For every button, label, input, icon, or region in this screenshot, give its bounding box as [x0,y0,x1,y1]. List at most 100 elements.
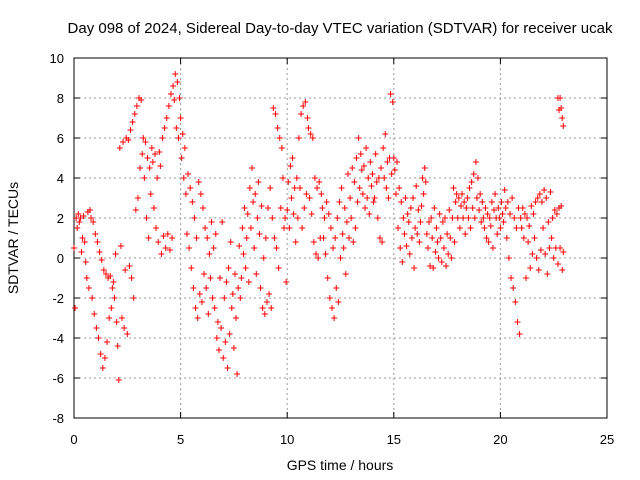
data-point [205,311,212,317]
data-point [369,171,376,177]
data-point [186,245,193,251]
data-point [141,175,148,181]
data-point [249,165,256,171]
data-points [71,71,567,383]
data-point [558,203,565,209]
data-point [472,159,479,165]
data-point [265,205,272,211]
data-point [304,115,311,121]
data-point [210,245,217,251]
x-axis-label: GPS time / hours [287,457,394,473]
data-point [559,267,566,273]
data-point [397,245,404,251]
data-point [270,105,277,111]
data-point [140,135,147,141]
data-point [181,145,188,151]
data-point [220,355,227,361]
chart-title: Day 098 of 2024, Sidereal Day-to-day VTE… [68,20,613,37]
data-point [187,185,194,191]
data-point [166,247,173,253]
data-point [117,243,124,249]
data-point [251,245,258,251]
data-point [122,267,129,273]
data-point [165,103,172,109]
data-point [328,305,335,311]
data-point [153,225,160,231]
data-point [230,345,237,351]
data-point [275,265,282,271]
data-point [293,175,300,181]
data-point [498,199,505,205]
data-point [499,211,506,217]
data-point [268,305,275,311]
data-point [263,299,270,305]
data-point [225,265,232,271]
data-point [104,339,111,345]
data-point [466,185,473,191]
data-point [130,295,137,301]
data-point [393,159,400,165]
data-point [245,279,252,285]
plot-area-frame [73,57,608,419]
data-point [379,239,386,245]
data-point [528,203,535,209]
data-point [312,251,319,257]
data-point [400,215,407,221]
data-point [212,231,219,237]
data-point [418,203,425,209]
tick-labels: 0 5 10 15 20 25 -8 -6 -4 -2 0 2 4 6 8 10 [50,51,615,447]
data-point [112,251,119,257]
data-point [243,235,250,241]
data-point [211,305,218,311]
data-point [299,225,306,231]
data-point [109,285,116,291]
data-point [482,205,489,211]
data-point [191,215,198,221]
data-point [142,139,149,145]
data-point [95,335,102,341]
y-axis-label: SDTVAR / TECUs [5,182,21,294]
data-point [94,239,101,245]
data-point [96,249,103,255]
data-point [195,179,202,185]
data-point [392,191,399,197]
data-point [172,71,179,77]
data-point [437,235,444,241]
data-point [497,225,504,231]
data-point [247,225,254,231]
data-point [504,199,511,205]
data-point [226,331,233,337]
data-point [88,215,95,221]
data-point [560,249,567,255]
data-point [206,251,213,257]
data-point [489,245,496,251]
x-tick-label: 15 [387,432,401,447]
data-point [331,315,338,321]
data-point [288,195,295,201]
data-point [440,245,447,251]
data-point [326,295,333,301]
data-point [176,95,183,101]
data-point [168,91,175,97]
data-point [367,159,374,165]
data-point [559,115,566,121]
data-point [182,191,189,197]
data-point [560,123,567,129]
data-point [258,203,265,209]
data-point [110,279,117,285]
data-point [236,243,243,249]
data-point [139,151,146,157]
data-point [227,239,234,245]
data-point [204,235,211,241]
data-point [529,251,536,257]
data-point [290,211,297,217]
data-point [371,195,378,201]
data-point [338,185,345,191]
data-point [111,295,118,301]
data-point [546,245,553,251]
data-point [144,155,151,161]
data-point [77,215,84,221]
data-point [486,215,493,221]
data-point [492,191,499,197]
